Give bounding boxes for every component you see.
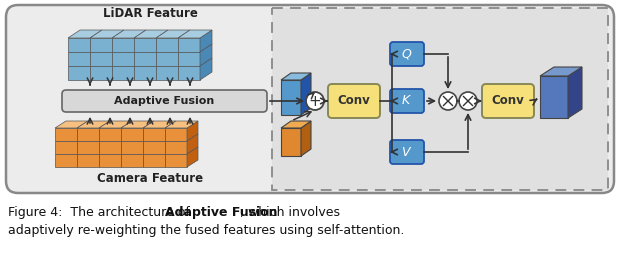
Polygon shape [121, 121, 154, 128]
Bar [99, 154, 121, 167]
Polygon shape [99, 121, 132, 128]
Bar [143, 141, 165, 154]
FancyBboxPatch shape [328, 84, 380, 118]
Circle shape [306, 92, 324, 110]
Bar [112, 66, 134, 80]
Polygon shape [301, 121, 311, 156]
Text: , which involves: , which involves [240, 206, 340, 219]
Polygon shape [178, 30, 212, 38]
Bar [165, 128, 187, 141]
Bar [77, 141, 99, 154]
Polygon shape [281, 121, 311, 128]
Bar [99, 128, 121, 141]
Bar [112, 38, 134, 52]
Polygon shape [143, 121, 176, 128]
FancyBboxPatch shape [272, 8, 608, 190]
Polygon shape [301, 73, 311, 115]
Text: Conv: Conv [338, 95, 370, 108]
Text: $V$: $V$ [401, 146, 412, 158]
Bar [90, 52, 112, 66]
Bar [90, 38, 112, 52]
Text: Camera Feature: Camera Feature [97, 172, 203, 185]
Bar [178, 52, 200, 66]
Polygon shape [77, 121, 110, 128]
FancyBboxPatch shape [482, 84, 534, 118]
Bar [540, 76, 568, 118]
Polygon shape [165, 121, 198, 128]
Bar [156, 66, 178, 80]
Bar [178, 66, 200, 80]
FancyBboxPatch shape [390, 140, 424, 164]
FancyBboxPatch shape [62, 90, 267, 112]
FancyBboxPatch shape [390, 42, 424, 66]
Text: Adaptive Fusion: Adaptive Fusion [114, 96, 215, 106]
Text: LiDAR Feature: LiDAR Feature [102, 7, 197, 20]
Circle shape [439, 92, 457, 110]
Bar [55, 141, 77, 154]
Bar [134, 52, 156, 66]
Text: $Q$: $Q$ [401, 47, 413, 61]
Bar [55, 154, 77, 167]
Bar [121, 154, 143, 167]
Polygon shape [187, 121, 198, 141]
Polygon shape [281, 73, 311, 80]
Bar [281, 80, 301, 115]
Polygon shape [200, 58, 212, 80]
Text: Adaptive Fusion: Adaptive Fusion [165, 206, 277, 219]
Bar [68, 38, 90, 52]
FancyBboxPatch shape [6, 5, 614, 193]
Text: Figure 4:  The architecture of: Figure 4: The architecture of [8, 206, 194, 219]
Text: +: + [309, 94, 322, 109]
Bar [178, 38, 200, 52]
Circle shape [459, 92, 477, 110]
Bar [55, 128, 77, 141]
Polygon shape [112, 30, 146, 38]
Bar [90, 66, 112, 80]
Polygon shape [568, 67, 582, 118]
Polygon shape [134, 30, 168, 38]
Bar [68, 66, 90, 80]
Bar [77, 154, 99, 167]
Polygon shape [187, 147, 198, 167]
Text: adaptively re-weighting the fused features using self-attention.: adaptively re-weighting the fused featur… [8, 224, 404, 237]
Polygon shape [90, 30, 124, 38]
Bar [281, 128, 301, 156]
Bar [156, 38, 178, 52]
Bar [99, 141, 121, 154]
Polygon shape [68, 30, 102, 38]
Polygon shape [540, 67, 582, 76]
Bar [143, 128, 165, 141]
Bar [121, 141, 143, 154]
Bar [156, 52, 178, 66]
Bar [134, 38, 156, 52]
Bar [143, 154, 165, 167]
Bar [165, 154, 187, 167]
Bar [77, 128, 99, 141]
FancyBboxPatch shape [390, 89, 424, 113]
Bar [112, 52, 134, 66]
Bar [134, 66, 156, 80]
Polygon shape [55, 121, 88, 128]
Bar [121, 128, 143, 141]
Bar [165, 141, 187, 154]
Text: $K$: $K$ [402, 95, 412, 108]
Text: Conv: Conv [492, 95, 524, 108]
Polygon shape [187, 134, 198, 154]
Polygon shape [200, 30, 212, 52]
Polygon shape [200, 44, 212, 66]
Polygon shape [156, 30, 190, 38]
Bar [68, 52, 90, 66]
